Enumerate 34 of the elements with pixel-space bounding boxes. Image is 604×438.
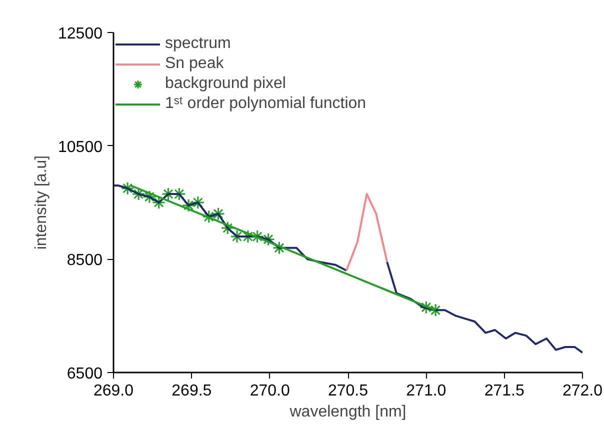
point xyxy=(262,232,276,246)
x-tick-label: 271.5 xyxy=(484,382,524,400)
point xyxy=(132,187,146,201)
point xyxy=(142,190,156,204)
point xyxy=(172,187,186,201)
point xyxy=(241,230,255,244)
point xyxy=(120,182,134,196)
legend-label: background pixel xyxy=(165,75,286,93)
y-tick-label: 8500 xyxy=(66,252,103,270)
point xyxy=(202,210,216,224)
point xyxy=(272,241,286,255)
x-axis-title: wavelength [nm] xyxy=(288,404,406,420)
y-tick-label: 12500 xyxy=(58,26,103,42)
point xyxy=(428,303,442,317)
point xyxy=(250,230,264,244)
x-tick-label: 269.5 xyxy=(172,382,212,400)
legend-label: spectrum xyxy=(165,35,231,53)
x-tick-label: 270.0 xyxy=(250,382,290,400)
x-tick-label: 269.0 xyxy=(93,382,134,400)
x-tick-label: 270.5 xyxy=(328,382,368,400)
x-tick-label: 272.0 xyxy=(562,382,603,400)
y-axis-title: intensity [a.u] xyxy=(33,155,50,250)
point xyxy=(220,221,234,235)
y-tick-label: 10500 xyxy=(58,138,103,156)
point xyxy=(191,196,205,210)
point xyxy=(182,198,196,212)
point xyxy=(211,207,225,221)
y-tick-label: 6500 xyxy=(66,366,103,382)
legend-label: 1ˢᵗ order polynomial function xyxy=(165,95,366,113)
legend-label: Sn peak xyxy=(165,55,224,73)
point xyxy=(152,196,166,210)
line-series xyxy=(345,193,388,272)
x-tick-label: 271.0 xyxy=(406,382,446,400)
point xyxy=(419,300,433,314)
